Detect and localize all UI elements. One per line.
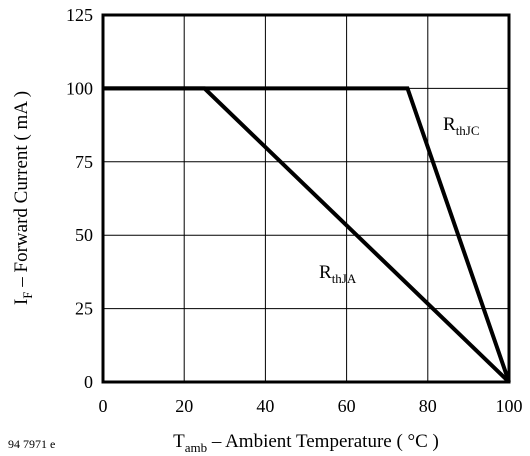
x-tick-label: 0: [99, 396, 108, 416]
grid-lines: [103, 15, 509, 382]
y-tick-label: 125: [66, 5, 93, 25]
series-layer: [103, 86, 511, 384]
y-tick-label: 0: [84, 372, 93, 392]
y-tick-label: 100: [66, 78, 93, 98]
x-tick-label: 80: [419, 396, 437, 416]
x-tick-label: 100: [496, 396, 523, 416]
series-label-rthjc: RthJC: [443, 114, 480, 138]
x-tick-label: 20: [175, 396, 193, 416]
y-tick-label: 75: [75, 152, 93, 172]
x-tick-label: 60: [338, 396, 356, 416]
tick-labels: 0 20 40 60 80 100 0 25 50 75 100 125: [66, 5, 523, 416]
series-label-rthja: RthJA: [319, 262, 357, 286]
x-axis-label: Tamb – Ambient Temperature ( °C ): [173, 431, 439, 455]
plot-frame: [101, 13, 511, 384]
x-tick-label: 40: [256, 396, 274, 416]
y-tick-label: 25: [75, 299, 93, 319]
y-tick-label: 50: [75, 225, 93, 245]
figure-code: 94 7971 e: [8, 437, 55, 451]
series-line-rthjc: [103, 86, 511, 383]
y-axis-label: IF – Forward Current ( mA ): [11, 91, 35, 305]
